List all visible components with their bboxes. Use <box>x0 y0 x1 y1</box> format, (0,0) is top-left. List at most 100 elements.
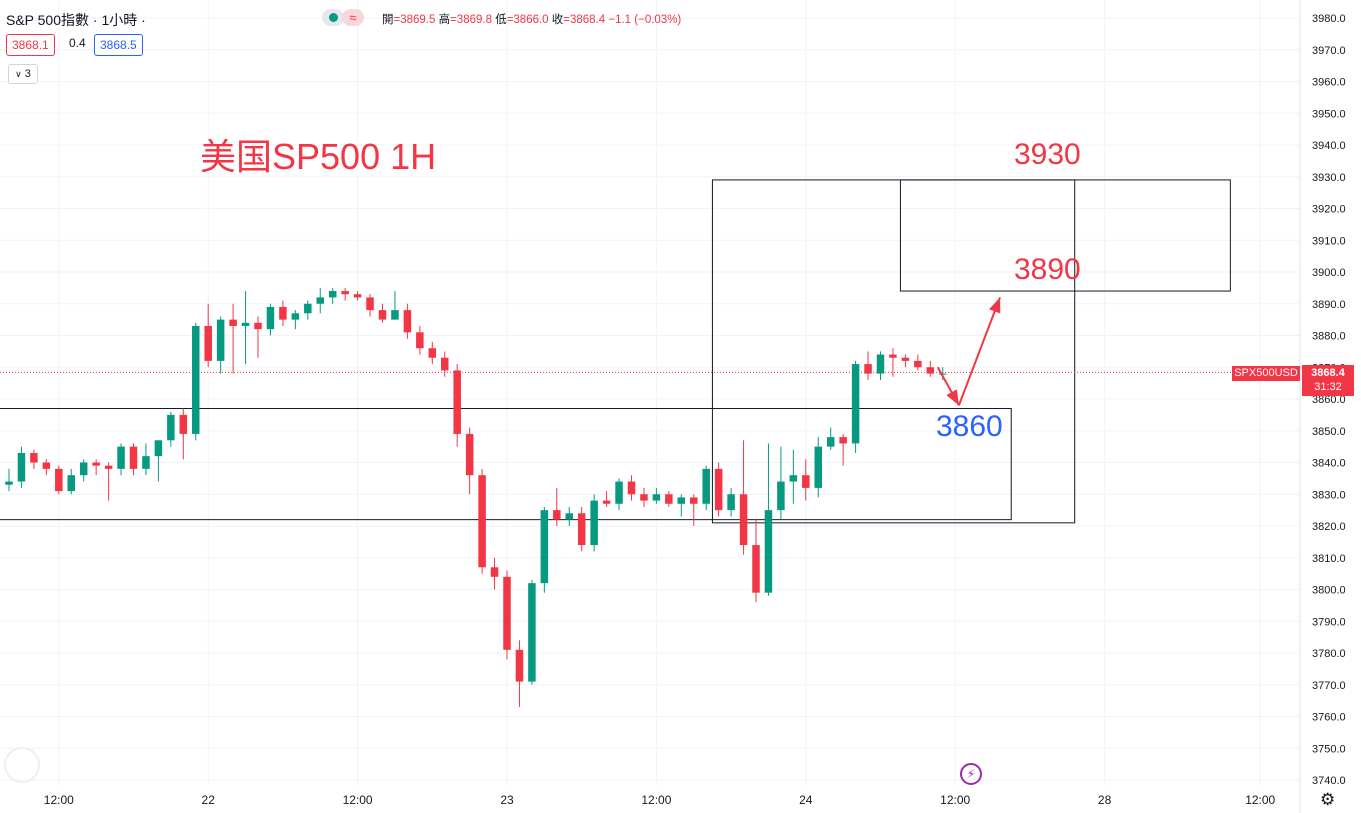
candle-body <box>192 325 200 434</box>
time-tick-label: 12:00 <box>940 793 970 807</box>
symbol-title[interactable]: S&P 500指數 · 1小時 · <box>6 12 146 28</box>
candle-body <box>503 576 511 650</box>
candle-body <box>55 468 63 492</box>
toggle-dot-icon[interactable] <box>322 9 344 26</box>
gear-icon[interactable]: ⚙ <box>1320 790 1336 809</box>
time-tick-label: 12:00 <box>641 793 671 807</box>
candle-body <box>789 475 798 482</box>
price-tick-label: 3770.0 <box>1312 680 1346 692</box>
candle-body <box>304 303 312 314</box>
candle-body <box>914 360 922 368</box>
candle-body <box>851 364 860 444</box>
price-tick-label: 3820.0 <box>1312 521 1346 533</box>
candle-body <box>553 510 561 520</box>
time-tick-label: 28 <box>1098 793 1112 807</box>
candle-body <box>802 475 810 488</box>
candle-body <box>490 567 499 577</box>
candle-body <box>677 497 686 504</box>
candle-body <box>565 513 573 520</box>
price-tick-label: 3790.0 <box>1312 616 1346 628</box>
price-tick-label: 3910.0 <box>1312 235 1346 247</box>
candle-body <box>714 468 723 511</box>
candle-body <box>416 332 424 349</box>
price-tick-label: 3890.0 <box>1312 299 1346 311</box>
price-tick-label: 3980.0 <box>1312 13 1346 25</box>
price-tick-label: 3940.0 <box>1312 140 1346 152</box>
candle-body <box>104 465 113 469</box>
candle-body <box>602 500 611 504</box>
time-tick-label: 12:00 <box>343 793 373 807</box>
candle-body <box>901 357 910 361</box>
candle-body <box>291 313 300 320</box>
symbol-price-label: SPX500USD <box>1232 366 1300 381</box>
price-tick-label: 3960.0 <box>1312 77 1346 89</box>
price-tick-label: 3840.0 <box>1312 458 1346 470</box>
price-tick-label: 3930.0 <box>1312 172 1346 184</box>
time-tick-label: 24 <box>799 793 813 807</box>
sell-price-button[interactable]: 3868.1 <box>6 34 55 56</box>
candle-body <box>739 494 748 546</box>
candle-body <box>279 306 287 320</box>
candle-body <box>229 319 237 326</box>
ohlc-high-value: =3869.8 <box>450 14 492 26</box>
price-tick-label: 3800.0 <box>1312 585 1346 597</box>
candle-body <box>752 545 760 593</box>
spread-value: 0.4 <box>69 36 86 50</box>
drawn-rectangle <box>899 179 1231 292</box>
candles <box>5 287 947 707</box>
candle-body <box>341 291 349 295</box>
loading-icon <box>4 747 40 783</box>
candle-body <box>254 322 262 330</box>
candle-body <box>142 456 150 469</box>
indicators-collapse-button[interactable]: ∨ 3 <box>8 64 38 84</box>
candle-body <box>826 437 835 447</box>
candle-body <box>316 297 324 304</box>
last-price-tag: 3868.4 31:32 <box>1302 365 1354 396</box>
candle-body <box>590 500 598 546</box>
lightning-icon[interactable]: ⚡ <box>960 763 982 785</box>
candle-body <box>627 481 636 495</box>
time-tick-label: 22 <box>202 793 216 807</box>
candle-body <box>690 497 698 504</box>
candle-body <box>403 310 412 333</box>
last-price-value: 3868.4 <box>1311 367 1345 379</box>
wave-icon[interactable]: ≈ <box>342 9 364 26</box>
candle-body <box>540 510 549 584</box>
candle-body <box>378 310 387 320</box>
grid-lines <box>0 0 1300 786</box>
price-tick-label: 3970.0 <box>1312 45 1346 57</box>
candle-body <box>42 462 51 469</box>
candle-body <box>328 291 337 298</box>
price-tick-label: 3920.0 <box>1312 204 1346 216</box>
candle-body <box>465 433 474 476</box>
price-tick-label: 3750.0 <box>1312 743 1346 755</box>
arrow-head <box>989 297 1001 314</box>
candle-body <box>67 475 75 492</box>
candle-body <box>702 468 710 504</box>
ohlc-readout: 開=3869.5 高=3869.8 低=3866.0 收=3868.4 −1.1… <box>382 11 681 27</box>
candle-body <box>939 373 947 375</box>
candle-body <box>5 481 13 485</box>
ohlc-low-value: =3866.0 <box>506 14 549 26</box>
candle-body <box>889 354 897 358</box>
candle-body <box>366 297 374 311</box>
price-tick-label: 3780.0 <box>1312 648 1346 660</box>
candle-body <box>839 437 847 444</box>
candle-body <box>79 462 88 476</box>
price-axis: 3740.0 3750.0 3760.0 3770.0 3780.0 3790.0 3800… <box>1312 13 1346 787</box>
candle-body <box>117 446 125 469</box>
candle-body <box>241 322 250 326</box>
candle-body <box>179 414 188 434</box>
price-tick-label: 3740.0 <box>1312 775 1346 787</box>
candle-body <box>428 348 437 358</box>
ohlc-open-label: 開 <box>382 14 394 26</box>
candle-body <box>216 319 225 361</box>
time-tick-label: 12:00 <box>1245 793 1275 807</box>
price-tick-label: 3950.0 <box>1312 108 1346 120</box>
candle-body <box>876 354 885 374</box>
price-tick-label: 3880.0 <box>1312 331 1346 343</box>
buy-price-button[interactable]: 3868.5 <box>94 34 143 56</box>
candle-body <box>528 583 536 682</box>
ohlc-high-label: 高 <box>438 14 451 26</box>
